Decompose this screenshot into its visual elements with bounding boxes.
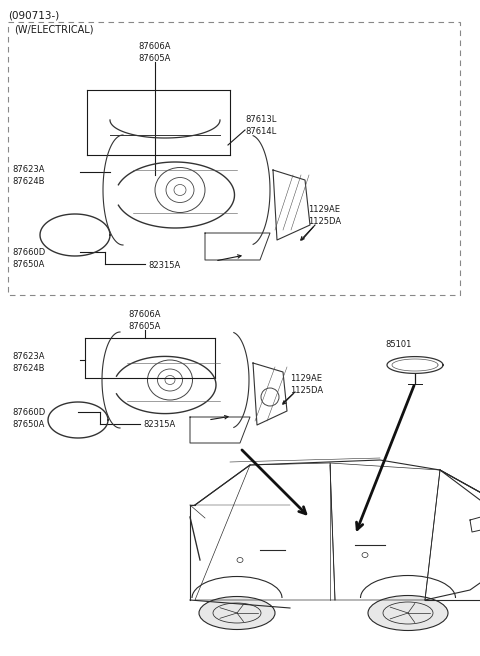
Text: (W/ELECTRICAL): (W/ELECTRICAL)	[14, 25, 94, 35]
Ellipse shape	[199, 596, 275, 630]
Text: 87606A: 87606A	[139, 42, 171, 51]
Text: 87613L: 87613L	[245, 115, 276, 124]
Text: 85101: 85101	[385, 340, 411, 349]
Text: 82315A: 82315A	[148, 261, 180, 270]
Text: 82315A: 82315A	[143, 420, 175, 429]
Text: 87605A: 87605A	[129, 322, 161, 331]
Text: 1125DA: 1125DA	[308, 217, 341, 226]
Text: 87624B: 87624B	[12, 364, 45, 373]
Text: 87624B: 87624B	[12, 177, 45, 186]
Text: 87650A: 87650A	[12, 420, 44, 429]
Text: 87605A: 87605A	[139, 54, 171, 63]
Text: (090713-): (090713-)	[8, 10, 59, 20]
Text: 87614L: 87614L	[245, 127, 276, 136]
Text: 1125DA: 1125DA	[290, 386, 323, 395]
Text: 87650A: 87650A	[12, 260, 44, 269]
Text: 87660D: 87660D	[12, 248, 45, 257]
Ellipse shape	[368, 596, 448, 630]
Text: 1129AE: 1129AE	[308, 205, 340, 214]
Text: 87660D: 87660D	[12, 408, 45, 417]
Text: 1129AE: 1129AE	[290, 374, 322, 383]
Text: 87623A: 87623A	[12, 352, 45, 361]
Bar	[8, 22, 460, 295]
Text: 87623A: 87623A	[12, 165, 45, 174]
Text: 87606A: 87606A	[129, 310, 161, 319]
